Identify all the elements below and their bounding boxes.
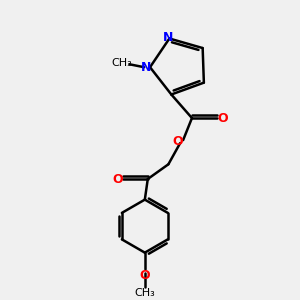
Text: O: O bbox=[217, 112, 228, 124]
Text: O: O bbox=[172, 135, 183, 148]
Text: N: N bbox=[163, 31, 173, 44]
Text: O: O bbox=[112, 172, 123, 185]
Text: CH₃: CH₃ bbox=[112, 58, 132, 68]
Text: O: O bbox=[140, 269, 150, 282]
Text: N: N bbox=[141, 61, 152, 74]
Text: CH₃: CH₃ bbox=[134, 288, 155, 298]
